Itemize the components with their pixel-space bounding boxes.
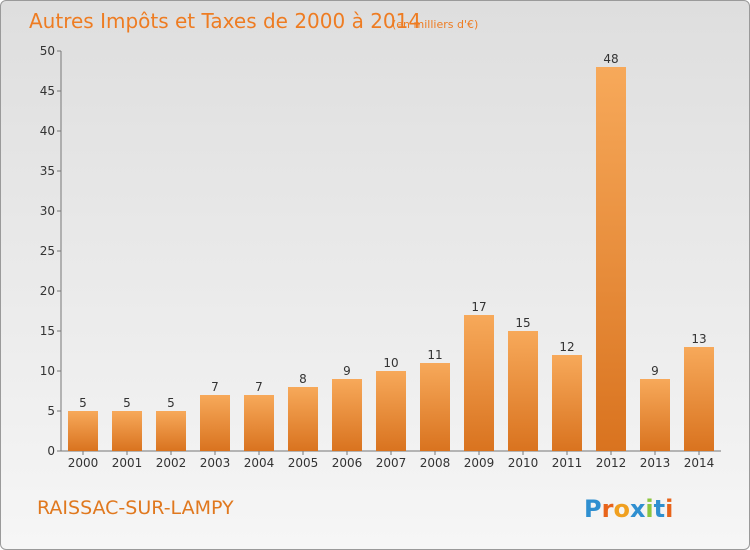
- bars-group: 5 5 5 7 7 8 9 10 11 17 15 12 48 9 13: [68, 52, 714, 451]
- data-label-2012: 48: [603, 52, 618, 66]
- data-label-2014: 13: [691, 332, 706, 346]
- x-tick-label-2005: 2005: [288, 456, 319, 470]
- bar-2011: [552, 355, 582, 451]
- bar-2010: [508, 331, 538, 451]
- data-label-2007: 10: [383, 356, 398, 370]
- chart-subtitle: (en milliers d'€): [392, 18, 478, 31]
- x-tick-label-2003: 2003: [200, 456, 231, 470]
- logo-letter: r: [602, 495, 614, 523]
- x-tick-label-2001: 2001: [112, 456, 143, 470]
- x-tick-label-2013: 2013: [640, 456, 671, 470]
- y-tick-label: 25: [40, 244, 55, 258]
- place-name: RAISSAC-SUR-LAMPY: [37, 497, 234, 519]
- logo-letter: o: [613, 495, 630, 523]
- y-tick-label: 40: [40, 124, 55, 138]
- logo-letter: x: [630, 495, 646, 523]
- data-label-2009: 17: [471, 300, 486, 314]
- x-axis: 2000 2001 2002 2003 2004 2005 2006 2007 2008 2009…: [61, 450, 721, 470]
- data-label-2002: 5: [167, 396, 175, 410]
- data-label-2011: 12: [559, 340, 574, 354]
- bar-2003: [200, 395, 230, 451]
- y-tick-label: 35: [40, 164, 55, 178]
- proxiti-logo: Proxiti: [584, 495, 673, 523]
- data-label-2000: 5: [79, 396, 87, 410]
- x-tick-label-2010: 2010: [508, 456, 539, 470]
- data-label-2006: 9: [343, 364, 351, 378]
- bar-2012: [596, 67, 626, 451]
- x-tick-label-2011: 2011: [552, 456, 583, 470]
- y-tick-label: 0: [47, 444, 55, 458]
- x-tick-label-2002: 2002: [156, 456, 187, 470]
- x-tick-label-2004: 2004: [244, 456, 275, 470]
- logo-letter: P: [584, 495, 602, 523]
- data-label-2010: 15: [515, 316, 530, 330]
- x-tick-label-2008: 2008: [420, 456, 451, 470]
- bar-2013: [640, 379, 670, 451]
- y-axis: 0 5 10 15 20 25 30 35 40 45 50: [40, 44, 62, 458]
- bar-2001: [112, 411, 142, 451]
- bar-2002: [156, 411, 186, 451]
- data-label-2005: 8: [299, 372, 307, 386]
- y-tick-label: 20: [40, 284, 55, 298]
- y-tick-label: 45: [40, 84, 55, 98]
- bar-2007: [376, 371, 406, 451]
- y-tick-label: 10: [40, 364, 55, 378]
- data-label-2001: 5: [123, 396, 131, 410]
- y-tick-label: 50: [40, 44, 55, 58]
- bar-2004: [244, 395, 274, 451]
- y-tick-label: 30: [40, 204, 55, 218]
- data-label-2004: 7: [255, 380, 263, 394]
- logo-letter: t: [654, 495, 665, 523]
- logo-letter: i: [645, 495, 653, 523]
- bar-2006: [332, 379, 362, 451]
- logo-letter: i: [665, 495, 673, 523]
- data-label-2003: 7: [211, 380, 219, 394]
- y-tick-label: 5: [47, 404, 55, 418]
- data-label-2008: 11: [427, 348, 442, 362]
- bar-2005: [288, 387, 318, 451]
- x-tick-label-2014: 2014: [684, 456, 715, 470]
- x-tick-label-2007: 2007: [376, 456, 407, 470]
- data-label-2013: 9: [651, 364, 659, 378]
- bar-2009: [464, 315, 494, 451]
- x-tick-label-2009: 2009: [464, 456, 495, 470]
- bar-2014: [684, 347, 714, 451]
- bar-2000: [68, 411, 98, 451]
- chart-title: Autres Impôts et Taxes de 2000 à 2014: [29, 9, 421, 33]
- x-tick-label-2012: 2012: [596, 456, 627, 470]
- bar-2008: [420, 363, 450, 451]
- y-tick-label: 15: [40, 324, 55, 338]
- x-tick-label-2006: 2006: [332, 456, 363, 470]
- x-tick-label-2000: 2000: [68, 456, 99, 470]
